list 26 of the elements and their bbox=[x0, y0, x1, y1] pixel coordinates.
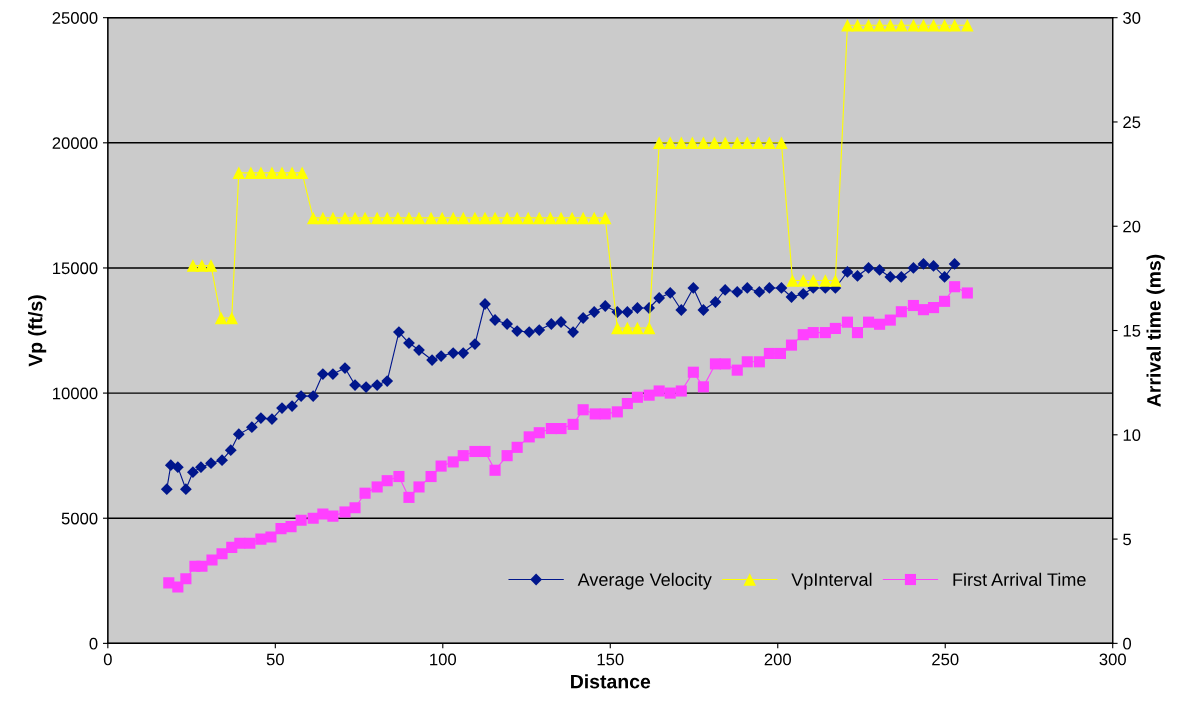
legend-label: First Arrival Time bbox=[953, 572, 1086, 587]
y-tick-label: 15000 bbox=[53, 262, 98, 275]
y2-tick-label: 30 bbox=[1123, 12, 1141, 24]
x-tick-label: 50 bbox=[266, 653, 284, 666]
y-tick-label: 10000 bbox=[53, 387, 98, 400]
x-tick-label: 300 bbox=[1099, 653, 1126, 666]
y-axis-title: Vp (ft/s) bbox=[28, 295, 47, 367]
y2-tick-label: 15 bbox=[1123, 325, 1141, 337]
legend-label: VpInterval bbox=[791, 572, 872, 590]
x-tick-label: 0 bbox=[103, 653, 112, 666]
y-tick-label: 25000 bbox=[52, 12, 98, 24]
x-tick-label: 100 bbox=[430, 653, 457, 666]
y-tick-label: 0 bbox=[89, 637, 98, 650]
y2-axis-title: Arrival time (ms) bbox=[1146, 254, 1165, 407]
x-tick-label: 250 bbox=[932, 653, 959, 666]
x-tick-label: 200 bbox=[764, 653, 792, 666]
x-tick-label: 150 bbox=[597, 653, 624, 666]
y2-tick-label: 20 bbox=[1123, 220, 1141, 233]
y-tick-label: 5000 bbox=[61, 512, 98, 525]
y2-tick-label: 5 bbox=[1123, 533, 1132, 546]
y2-tick-label: 25 bbox=[1123, 116, 1141, 129]
legend-label: Average Velocity bbox=[577, 572, 712, 590]
y2-tick-label: 0 bbox=[1123, 637, 1132, 650]
y-tick-label: 20000 bbox=[52, 137, 98, 150]
x-axis-title: Distance bbox=[571, 674, 651, 689]
y2-tick-label: 10 bbox=[1123, 429, 1141, 442]
